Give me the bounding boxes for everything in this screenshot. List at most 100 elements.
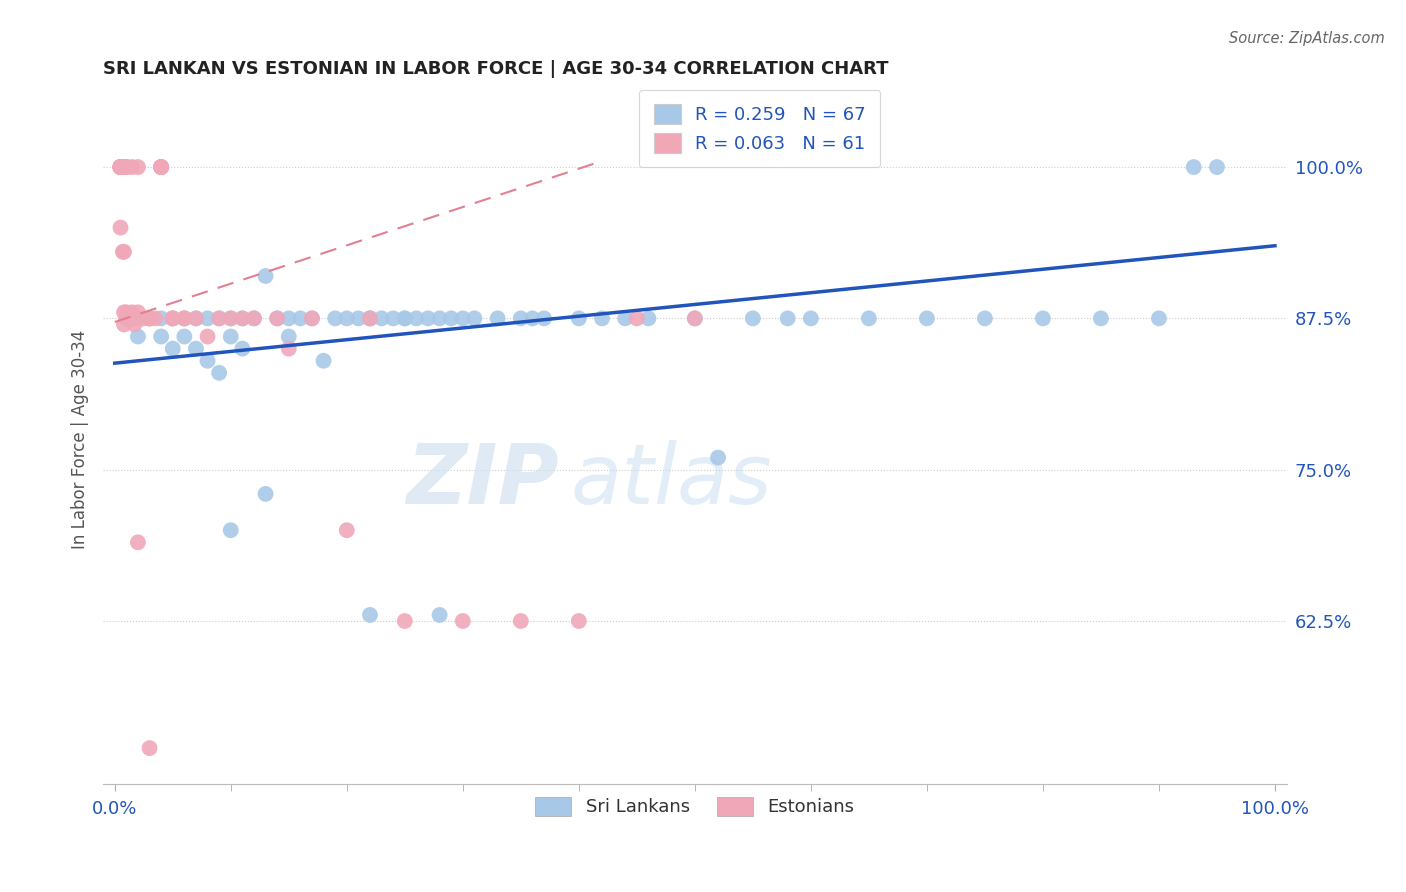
Point bbox=[533, 311, 555, 326]
Point bbox=[143, 311, 166, 326]
Point bbox=[219, 329, 242, 343]
Point bbox=[359, 311, 381, 326]
Point bbox=[110, 220, 132, 235]
Point bbox=[359, 607, 381, 622]
Point bbox=[173, 311, 195, 326]
Text: atlas: atlas bbox=[571, 441, 772, 521]
Point bbox=[110, 160, 132, 174]
Point bbox=[219, 523, 242, 537]
Point bbox=[486, 311, 509, 326]
Point bbox=[741, 311, 763, 326]
Point bbox=[312, 353, 335, 368]
Point bbox=[231, 342, 253, 356]
Point bbox=[568, 614, 591, 628]
Point bbox=[127, 305, 149, 319]
Point bbox=[150, 160, 173, 174]
Point bbox=[197, 311, 219, 326]
Point bbox=[115, 311, 138, 326]
Point bbox=[231, 311, 253, 326]
Point bbox=[110, 160, 132, 174]
Point bbox=[707, 450, 730, 465]
Point bbox=[110, 160, 132, 174]
Point bbox=[277, 342, 299, 356]
Point bbox=[509, 614, 531, 628]
Point bbox=[858, 311, 880, 326]
Point bbox=[184, 311, 207, 326]
Point bbox=[162, 342, 184, 356]
Point bbox=[915, 311, 938, 326]
Point bbox=[254, 487, 277, 501]
Point bbox=[115, 305, 138, 319]
Point bbox=[121, 160, 143, 174]
Point bbox=[121, 305, 143, 319]
Point bbox=[683, 311, 706, 326]
Point bbox=[405, 311, 427, 326]
Point bbox=[243, 311, 266, 326]
Point bbox=[776, 311, 799, 326]
Point bbox=[184, 311, 207, 326]
Text: SRI LANKAN VS ESTONIAN IN LABOR FORCE | AGE 30-34 CORRELATION CHART: SRI LANKAN VS ESTONIAN IN LABOR FORCE | … bbox=[103, 60, 889, 78]
Point bbox=[394, 311, 416, 326]
Point bbox=[173, 311, 195, 326]
Point bbox=[429, 311, 451, 326]
Point bbox=[110, 160, 132, 174]
Point bbox=[127, 160, 149, 174]
Point bbox=[266, 311, 288, 326]
Point bbox=[111, 160, 134, 174]
Point bbox=[127, 329, 149, 343]
Point bbox=[394, 311, 416, 326]
Point bbox=[162, 311, 184, 326]
Point bbox=[124, 318, 146, 332]
Point bbox=[429, 607, 451, 622]
Point bbox=[614, 311, 637, 326]
Point bbox=[440, 311, 463, 326]
Point bbox=[277, 329, 299, 343]
Point bbox=[463, 311, 485, 326]
Point bbox=[509, 311, 531, 326]
Point bbox=[243, 311, 266, 326]
Point bbox=[683, 311, 706, 326]
Point bbox=[150, 311, 173, 326]
Point bbox=[162, 311, 184, 326]
Point bbox=[290, 311, 312, 326]
Point bbox=[277, 311, 299, 326]
Point bbox=[1147, 311, 1170, 326]
Point bbox=[394, 614, 416, 628]
Point bbox=[359, 311, 381, 326]
Legend: Sri Lankans, Estonians: Sri Lankans, Estonians bbox=[529, 789, 862, 823]
Point bbox=[416, 311, 439, 326]
Point bbox=[626, 311, 648, 326]
Point bbox=[522, 311, 544, 326]
Point bbox=[115, 160, 138, 174]
Point bbox=[173, 311, 195, 326]
Point bbox=[173, 329, 195, 343]
Point bbox=[1090, 311, 1112, 326]
Point bbox=[231, 311, 253, 326]
Point bbox=[111, 160, 134, 174]
Point bbox=[301, 311, 323, 326]
Point bbox=[110, 160, 132, 174]
Point bbox=[347, 311, 370, 326]
Point bbox=[1032, 311, 1054, 326]
Point bbox=[150, 160, 173, 174]
Point bbox=[336, 523, 359, 537]
Point bbox=[138, 311, 160, 326]
Point bbox=[112, 305, 135, 319]
Point bbox=[110, 160, 132, 174]
Point bbox=[637, 311, 659, 326]
Point bbox=[197, 329, 219, 343]
Point bbox=[1182, 160, 1205, 174]
Point bbox=[127, 311, 149, 326]
Text: ZIP: ZIP bbox=[406, 441, 558, 521]
Point bbox=[112, 244, 135, 259]
Point bbox=[254, 268, 277, 283]
Point bbox=[162, 311, 184, 326]
Point bbox=[115, 160, 138, 174]
Point bbox=[138, 741, 160, 756]
Point bbox=[110, 160, 132, 174]
Y-axis label: In Labor Force | Age 30-34: In Labor Force | Age 30-34 bbox=[72, 330, 89, 549]
Point bbox=[150, 160, 173, 174]
Point bbox=[110, 160, 132, 174]
Point bbox=[1206, 160, 1229, 174]
Point bbox=[219, 311, 242, 326]
